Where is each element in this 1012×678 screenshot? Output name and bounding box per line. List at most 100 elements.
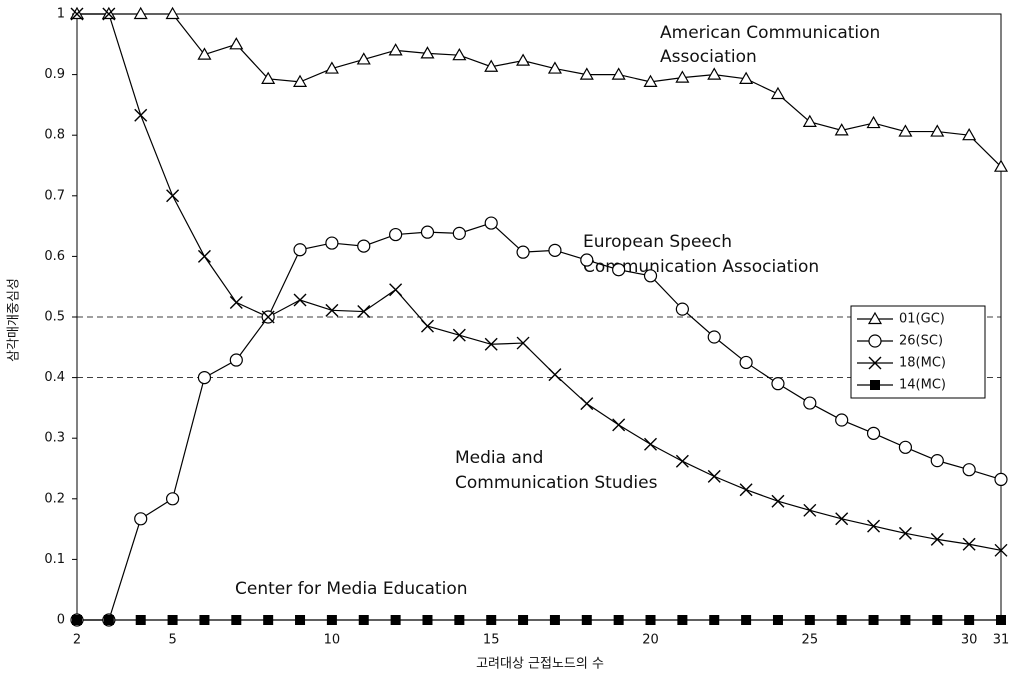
y-tick-label: 0 [57,613,65,628]
marker [516,245,530,259]
marker [581,615,592,625]
marker [358,615,369,625]
marker [867,311,883,325]
legend-label: 26(SC) [899,334,943,349]
y-tick-label: 0.1 [44,552,65,567]
marker [932,615,943,625]
marker [356,52,371,65]
marker [835,512,849,526]
series-line [77,13,1002,168]
marker [996,615,1006,625]
marker [484,216,498,230]
marker [484,59,499,72]
marker [197,249,211,263]
marker [868,356,882,370]
legend-label: 01(GC) [899,312,945,327]
legend-label: 14(MC) [899,378,946,393]
marker [420,319,434,333]
marker [802,114,817,127]
marker [580,253,594,267]
marker [866,426,881,440]
y-tick-label: 0.3 [44,431,65,446]
marker [900,615,911,625]
marker [454,615,465,625]
x-tick-label: 10 [324,633,341,648]
x-tick-label: 31 [993,633,1010,648]
marker [612,418,626,432]
marker [70,7,84,21]
marker [580,397,594,411]
y-tick-label: 0.6 [44,249,65,264]
marker [325,236,339,250]
marker [994,543,1008,557]
x-tick-label: 30 [961,633,978,648]
marker [547,61,562,74]
y-tick-label: 0.4 [44,370,65,385]
marker [199,615,210,625]
marker [326,615,337,625]
marker [866,115,881,129]
marker [102,7,116,21]
x-tick-label: 2 [73,633,81,648]
marker [643,74,658,87]
annotation: Communication Association [583,257,819,277]
annotation: Association [660,47,757,67]
marker [229,37,244,50]
marker [166,189,180,203]
marker [611,67,626,80]
marker [579,67,594,80]
marker [962,463,976,477]
marker [643,269,658,283]
y-tick-label: 0.7 [44,188,65,203]
annotation: Center for Media Education [235,579,468,599]
marker [898,440,913,454]
marker [707,330,721,344]
marker [834,123,849,136]
marker [675,70,690,83]
y-tick-label: 0.9 [44,67,65,82]
y-axis-label: 삼각매개중심성 [7,278,22,362]
marker [389,227,403,242]
marker [231,615,242,625]
marker [739,483,753,497]
marker [835,413,849,427]
marker [803,503,817,517]
y-tick-label: 0.5 [44,310,65,325]
marker [357,239,371,253]
marker [389,283,403,297]
marker [293,243,307,257]
series-line [77,13,1002,551]
marker [644,437,658,451]
marker [675,454,689,468]
marker [167,615,178,625]
annotation: American Communication [660,23,880,43]
marker [804,615,815,625]
marker [771,377,785,391]
marker [293,74,308,87]
marker [836,615,847,625]
x-tick-label: 5 [168,633,176,648]
marker [134,108,148,122]
marker [261,310,275,324]
marker [993,159,1009,172]
marker [675,302,689,316]
x-tick-label: 25 [802,633,819,648]
annotation: Media and [455,448,543,468]
legend-label: 18(MC) [899,356,946,371]
marker [197,371,212,385]
x-tick-label: 20 [642,633,659,648]
marker [548,368,562,382]
marker [549,615,560,625]
marker [613,615,624,625]
marker [357,305,371,319]
marker [452,226,466,240]
marker [707,469,721,483]
marker [263,615,274,625]
x-tick-label: 15 [483,633,500,648]
marker [135,615,146,625]
marker [677,615,688,625]
marker [452,47,467,61]
marker [707,67,722,80]
marker [803,396,817,410]
marker [72,615,82,625]
